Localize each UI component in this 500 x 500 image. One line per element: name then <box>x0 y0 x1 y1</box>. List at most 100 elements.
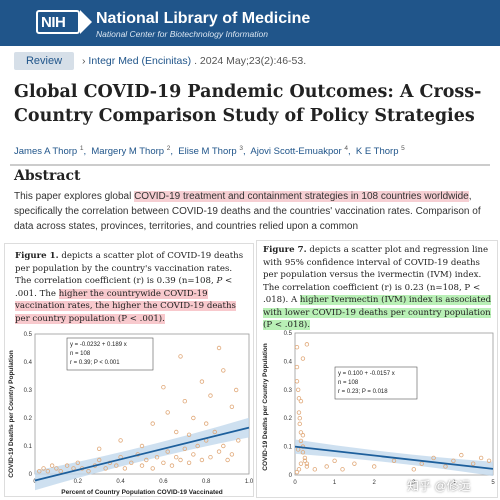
x-tick-label: 0.8 <box>202 479 211 485</box>
data-point <box>297 421 302 427</box>
data-point <box>431 455 436 461</box>
data-point <box>233 387 239 393</box>
author-link[interactable]: James A Thorp <box>14 146 78 158</box>
x-tick-label: 0.4 <box>116 479 125 485</box>
y-axis-label: COVID-19 Deaths per Country Population <box>8 350 15 478</box>
figure7-label: Figure 7. <box>263 245 307 255</box>
data-point <box>37 468 42 474</box>
data-point <box>297 415 302 421</box>
data-point <box>332 458 337 463</box>
author-affil[interactable]: 2 <box>166 145 171 152</box>
data-point <box>182 446 187 451</box>
data-point <box>304 461 310 466</box>
data-point <box>49 463 55 468</box>
article-title: Global COVID-19 Pandemic Outcomes: A Cro… <box>14 82 482 126</box>
data-point <box>182 398 187 404</box>
data-point <box>64 463 70 468</box>
data-point <box>174 429 179 435</box>
x-tick-label: 3 <box>412 480 416 486</box>
author-affil[interactable]: 5 <box>401 145 405 152</box>
data-point <box>103 466 108 471</box>
data-point <box>300 450 306 455</box>
y-tick-label: 0.3 <box>24 388 33 394</box>
stats-box <box>66 337 154 371</box>
x-tick-label: 5 <box>491 480 495 486</box>
data-point <box>122 466 128 471</box>
stats-line2: n = 108 <box>338 380 359 386</box>
data-point <box>186 432 192 437</box>
data-point <box>174 454 179 460</box>
data-point <box>298 398 304 404</box>
data-point <box>298 438 304 444</box>
abstract-text: This paper explores global COVID-19 trea… <box>14 189 496 234</box>
author-link[interactable]: Margery M Thorp <box>91 146 165 158</box>
x-tick-label: 2 <box>373 480 377 486</box>
y-tick-label: 0.5 <box>284 331 293 337</box>
data-point <box>154 454 160 460</box>
journal-link[interactable]: Integr Med (Encinitas) <box>88 55 192 67</box>
data-point <box>340 467 345 472</box>
data-point <box>459 452 464 458</box>
author-link[interactable]: K E Thorp <box>355 146 399 158</box>
data-point <box>86 468 91 474</box>
nlm-title[interactable]: National Library of Medicine <box>96 10 311 27</box>
data-point <box>96 457 102 463</box>
data-point <box>300 356 306 361</box>
data-point <box>236 438 241 443</box>
author-link[interactable]: Ajovi Scott-Emuakpor <box>250 146 342 158</box>
figure7-scatter-chart: 0.5 0.4 0.3 0.2 0.1 00 1 2 3 4 5 y = 0.100 + -0.01… <box>262 331 495 486</box>
figure1-caption-text: depicts a scatter plot of COVID-19 death… <box>15 251 244 286</box>
data-point <box>212 429 217 435</box>
x-tick-label: 0 <box>293 480 297 486</box>
data-point <box>302 455 308 461</box>
data-point <box>296 396 302 401</box>
y-tick-label: 0.5 <box>24 332 33 338</box>
data-point <box>186 460 192 465</box>
abstract-heading: Abstract <box>10 164 490 186</box>
data-point <box>352 461 357 466</box>
article-type-chip: Review <box>14 52 74 70</box>
data-point <box>324 464 329 469</box>
data-point <box>139 443 145 449</box>
data-point <box>114 463 119 468</box>
stats-line3: r = 0.23; P = 0.018 <box>338 389 388 395</box>
abstract-part2: , specifically the correlation between C… <box>14 191 481 232</box>
data-point <box>295 387 301 392</box>
author-affil[interactable]: 4 <box>344 145 348 152</box>
data-point <box>161 460 166 465</box>
data-point <box>486 458 492 463</box>
data-point <box>199 379 205 384</box>
data-point <box>294 469 300 475</box>
data-point <box>144 457 149 463</box>
y-tick-label: 0.2 <box>24 416 33 422</box>
data-point <box>191 452 196 457</box>
zhihu-watermark: 知乎 @修远 <box>407 479 471 493</box>
figure1-p: P <box>216 276 223 286</box>
author-affil[interactable]: 1 <box>79 145 84 152</box>
author-affil[interactable]: 3 <box>239 145 243 152</box>
nih-header-bar: NIH National Library of Medicine Nationa… <box>0 0 500 46</box>
data-point <box>294 379 300 384</box>
data-point <box>470 461 476 466</box>
x-axis-label: Percent of Country Population COVID-19 V… <box>61 489 222 496</box>
x-tick-label: 0.2 <box>74 479 83 485</box>
chevron-right-icon: › <box>82 55 86 67</box>
stats-line1: y = -0.0232 + 0.189 x <box>70 342 127 348</box>
figure7-caption: Figure 7. depicts a scatter plot and reg… <box>263 244 495 332</box>
data-point <box>419 461 424 466</box>
stats-line1: y = 0.100 + -0.0157 x <box>338 371 395 377</box>
y-tick-label: 0.4 <box>284 359 293 365</box>
data-point <box>294 345 300 350</box>
regression-line <box>294 445 494 470</box>
stats-box <box>334 366 418 400</box>
data-point <box>169 463 175 468</box>
y-tick-label: 0.2 <box>284 416 293 422</box>
data-point <box>45 468 51 474</box>
y-tick-label: 0.1 <box>24 444 33 450</box>
nih-logo-text: NIH <box>41 14 66 31</box>
nih-logo[interactable]: NIH <box>36 10 92 34</box>
x-tick-label: 0.6 <box>159 479 168 485</box>
data-point <box>296 410 302 415</box>
author-link[interactable]: Elise M Thorp <box>178 146 237 158</box>
data-point <box>411 467 416 472</box>
